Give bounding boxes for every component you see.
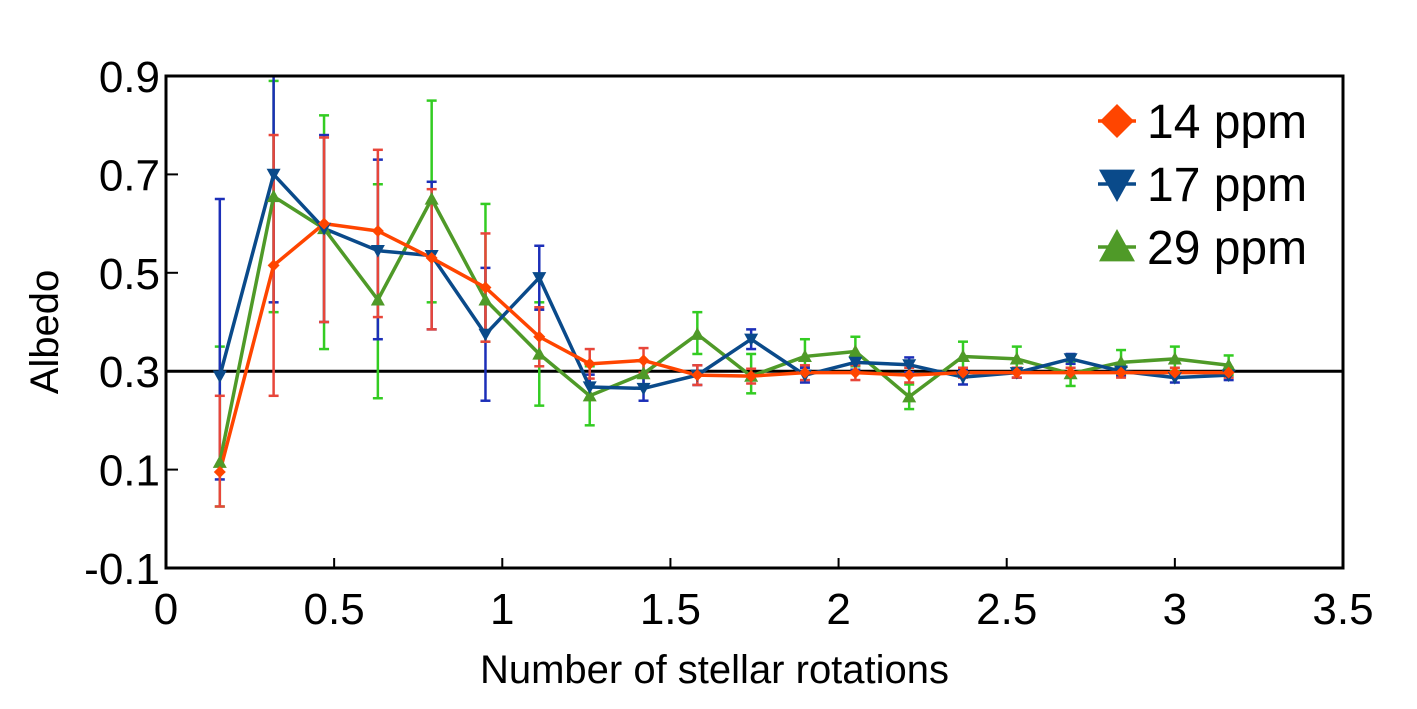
x-tick-label: 3.5 [1312,585,1373,634]
data-point-14-ppm [1168,366,1181,379]
data-point-14-ppm [318,217,331,230]
data-point-17-ppm [848,356,863,370]
data-point-29-ppm [266,189,281,203]
legend-label: 29 ppm [1147,222,1307,275]
data-point-17-ppm [212,370,227,384]
data-point-14-ppm [533,330,546,343]
series-line-17-ppm [218,172,1229,391]
data-point-29-ppm [582,388,597,402]
data-point-14-ppm [583,357,596,370]
y-tick-label: 0.3 [99,348,160,397]
data-point-14-ppm [798,366,811,379]
series-line-14-ppm [218,221,1229,473]
x-axis-title: Number of stellar rotations [480,648,949,692]
legend-label: 17 ppm [1147,159,1307,212]
x-axis-ticks: 0 0.5 1 1.5 2 2.5 3 3.5 [154,558,1374,634]
data-point-29-ppm [690,327,705,340]
data-point-29-ppm [1009,351,1024,365]
data-point-14-ppm [1222,366,1235,379]
legend-marker [1100,104,1134,138]
x-tick-label: 2 [826,585,850,634]
data-point-14-ppm [637,354,650,367]
data-point-14-ppm [425,252,438,265]
data-point-14-ppm [213,466,226,479]
data-point-14-ppm [691,369,704,382]
error-bar-14-ppm [214,394,225,508]
x-tick-label: 0.5 [304,585,365,634]
data-point-14-ppm [479,281,492,294]
data-point-14-ppm [903,369,916,382]
legend-item-14-ppm: 14 ppm [1098,96,1307,149]
x-tick-label: 3 [1163,585,1187,634]
data-point-29-ppm [1221,358,1236,371]
data-point-29-ppm [636,366,651,380]
data-point-29-ppm [955,349,970,363]
y-tick-label: 0.1 [99,447,160,496]
data-point-29-ppm [1167,351,1182,365]
error-bars [214,74,1234,508]
y-axis-ticks: 0.9 0.7 0.5 0.3 0.1 -0.1 [84,53,178,594]
legend-label: 14 ppm [1147,96,1307,149]
data-point-17-ppm [478,328,493,342]
legend-marker [1099,229,1135,262]
data-point-17-ppm [370,245,385,258]
data-point-29-ppm [212,455,227,468]
series-markers [212,168,1236,479]
y-tick-label: 0.5 [99,250,160,299]
data-point-17-ppm [582,381,597,394]
data-point-14-ppm [849,366,862,379]
x-tick-label: 1 [490,585,514,634]
legend: 14 ppm 17 ppm 29 ppm [1098,96,1307,275]
series-lines [218,172,1229,473]
data-point-17-ppm [636,382,651,396]
legend-item-17-ppm: 17 ppm [1098,159,1307,212]
data-point-17-ppm [266,168,281,182]
y-tick-label: 0.9 [99,53,160,102]
data-point-17-ppm [744,333,759,347]
data-point-14-ppm [371,224,384,237]
data-point-17-ppm [1063,353,1078,366]
data-point-29-ppm [1114,355,1129,368]
x-tick-label: 0 [154,585,178,634]
y-tick-label: 0.7 [99,151,160,200]
data-point-14-ppm [1010,366,1023,379]
legend-item-29-ppm: 29 ppm [1098,222,1307,275]
data-point-14-ppm [267,259,280,272]
data-point-29-ppm [424,192,439,205]
data-point-14-ppm [1115,366,1128,379]
data-point-14-ppm [745,370,758,383]
legend-marker [1099,169,1135,202]
data-point-17-ppm [532,272,547,285]
data-point-29-ppm [797,349,812,363]
data-point-14-ppm [1064,366,1077,379]
x-tick-label: 1.5 [640,585,701,634]
data-point-29-ppm [370,292,385,306]
data-point-29-ppm [478,292,493,306]
data-point-29-ppm [532,346,547,360]
plot-frame [164,74,1345,570]
x-tick-label: 2.5 [976,585,1037,634]
data-point-29-ppm [902,389,917,403]
data-point-29-ppm [848,344,863,358]
y-axis-title: Albedo [23,270,67,395]
series-line-29-ppm [218,194,1229,463]
y-tick-label: -0.1 [84,545,160,594]
data-point-14-ppm [956,366,969,379]
data-point-17-ppm [902,359,917,372]
